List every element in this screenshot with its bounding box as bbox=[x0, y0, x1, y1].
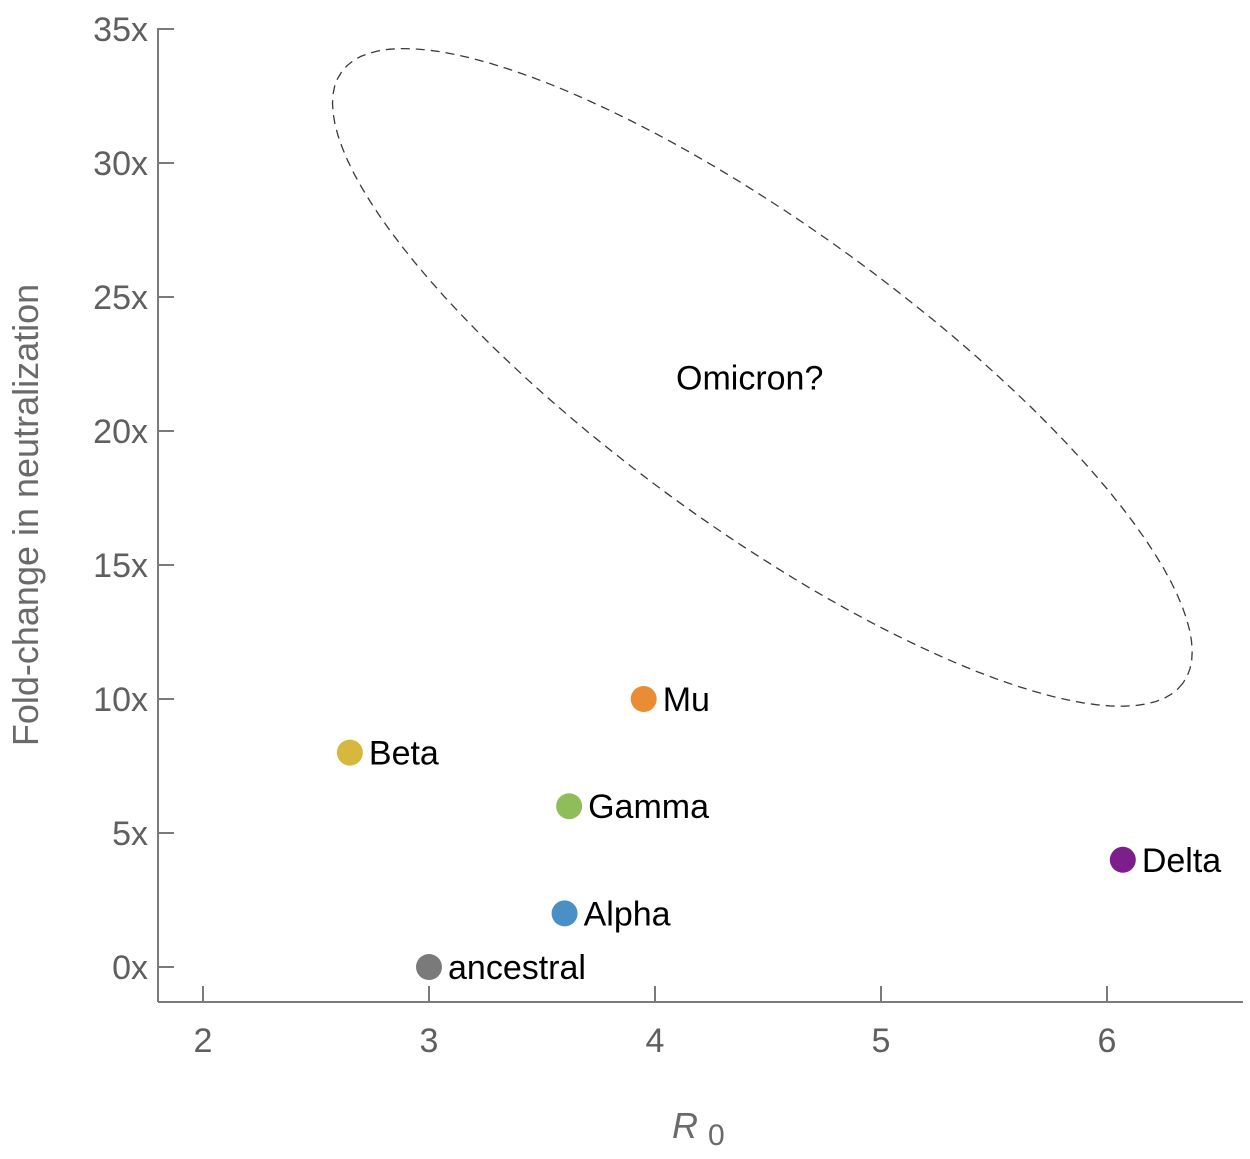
x-tick-label: 4 bbox=[646, 1022, 665, 1060]
omicron-region bbox=[331, 47, 1193, 707]
point-label-beta: Beta bbox=[369, 735, 439, 773]
x-ticks: 2 3 4 5 6 bbox=[194, 986, 1117, 1060]
point-gamma bbox=[556, 793, 583, 820]
point-alpha bbox=[551, 900, 578, 927]
x-axis-title-main: R bbox=[672, 1105, 698, 1146]
y-tick-label: 30x bbox=[93, 145, 148, 183]
point-label-mu: Mu bbox=[663, 681, 710, 719]
axes bbox=[157, 28, 1243, 1003]
y-tick-label: 25x bbox=[93, 279, 148, 317]
x-tick-label: 2 bbox=[194, 1022, 213, 1060]
point-label-alpha: Alpha bbox=[584, 895, 671, 933]
omicron-annotation: Omicron? bbox=[676, 359, 823, 397]
point-mu bbox=[630, 686, 657, 712]
y-tick-label: 35x bbox=[93, 11, 148, 49]
point-label-delta: Delta bbox=[1142, 842, 1221, 880]
point-label-ancestral: ancestral bbox=[448, 949, 586, 987]
omicron-dashed-ellipse bbox=[331, 47, 1193, 707]
y-ticks: 0x 5x 10x 15x 20x 25x 30x 35x bbox=[93, 11, 174, 987]
data-points: ancestral Alpha Beta Gamma Mu Delta bbox=[336, 681, 1221, 987]
point-ancestral bbox=[416, 954, 442, 980]
y-tick-label: 10x bbox=[93, 681, 148, 719]
x-tick-label: 6 bbox=[1098, 1022, 1117, 1060]
y-tick-label: 20x bbox=[93, 413, 148, 451]
point-delta bbox=[1109, 846, 1136, 873]
point-beta bbox=[336, 739, 363, 766]
x-axis-title: R 0 bbox=[672, 1105, 725, 1152]
y-axis-title: Fold-change in neutralization bbox=[5, 284, 46, 746]
x-tick-label: 3 bbox=[420, 1022, 439, 1060]
y-tick-label: 0x bbox=[112, 949, 148, 987]
x-axis-title-subscript: 0 bbox=[708, 1119, 725, 1152]
y-tick-label: 15x bbox=[93, 547, 148, 585]
x-tick-label: 5 bbox=[872, 1022, 891, 1060]
point-label-gamma: Gamma bbox=[588, 788, 709, 826]
y-tick-label: 5x bbox=[112, 815, 148, 853]
